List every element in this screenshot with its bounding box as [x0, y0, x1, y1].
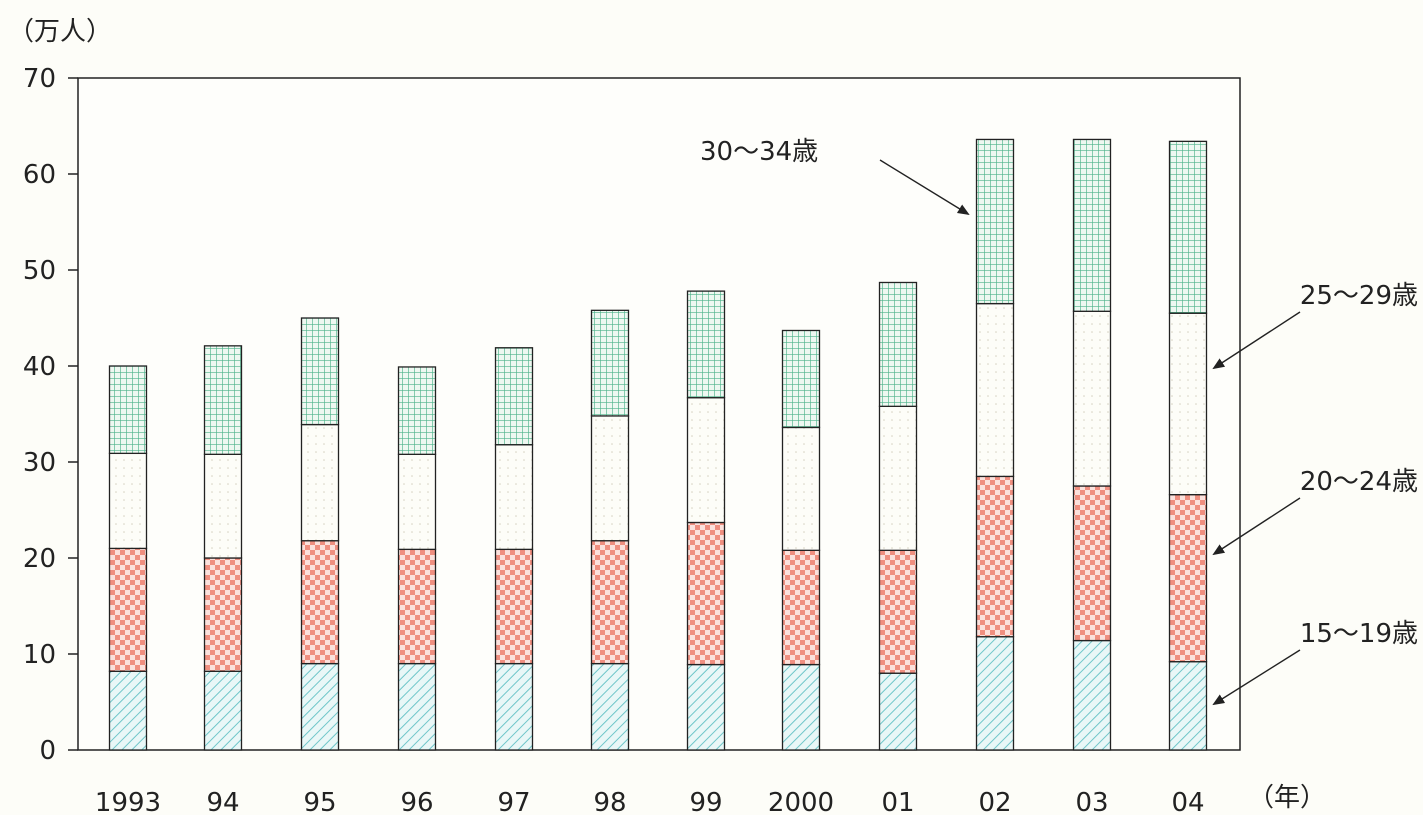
bar-segment — [878, 405, 918, 551]
bars-group — [108, 138, 1208, 751]
bar-segment — [686, 521, 726, 666]
y-tick-label: 10 — [23, 640, 56, 670]
bar-segment — [1072, 485, 1112, 642]
x-tick-label: 04 — [1171, 788, 1204, 815]
bar-segment — [494, 347, 534, 446]
y-tick-label: 70 — [23, 64, 56, 94]
bar-segment — [590, 662, 630, 751]
x-axis: 1993 94 95 96 97 98 99 2000 01 02 03 04 — [95, 788, 1205, 815]
bar-segment — [300, 662, 340, 751]
x-tick-label: 1993 — [95, 788, 161, 815]
x-tick-label: 01 — [881, 788, 914, 815]
bar-segment — [781, 426, 821, 551]
series-annotations: 30～34歳 25～29歳 20～24歳 15～19歳 — [700, 137, 1418, 706]
bar-segment — [878, 549, 918, 674]
bar-segment — [686, 397, 726, 524]
bar-segment — [397, 662, 437, 751]
bar-segment — [300, 540, 340, 665]
bar-segment — [397, 548, 437, 665]
annotation-arrow — [1212, 497, 1301, 556]
annotation-arrow — [879, 159, 970, 216]
y-tick-label: 20 — [23, 544, 56, 574]
annotation-arrow — [1212, 649, 1301, 706]
bar-segment — [975, 302, 1015, 478]
bar-segment — [108, 452, 148, 550]
bar-segment — [108, 547, 148, 672]
y-tick-label: 0 — [39, 736, 56, 766]
annotation-arrow — [1212, 311, 1301, 370]
x-tick-label: 98 — [593, 788, 626, 815]
x-axis-unit-label: （年） — [1248, 783, 1326, 813]
series-label: 20～24歳 — [1300, 467, 1418, 497]
x-tick-label: 99 — [689, 788, 722, 815]
y-tick-label: 30 — [23, 448, 56, 478]
bar-segment — [590, 415, 630, 542]
bar-segment — [1072, 639, 1112, 751]
bar-segment — [590, 309, 630, 417]
bar-segment — [300, 423, 340, 542]
bar-segment — [781, 329, 821, 429]
bar-segment — [494, 444, 534, 551]
bar-segment — [494, 548, 534, 665]
x-tick-label: 94 — [206, 788, 239, 815]
series-label: 25～29歳 — [1300, 281, 1418, 311]
bar-segment — [108, 365, 148, 455]
bar-segment — [1072, 138, 1112, 312]
bar-segment — [1168, 140, 1208, 314]
bar-segment — [975, 636, 1015, 751]
series-label: 30～34歳 — [700, 137, 818, 167]
bar-segment — [878, 281, 918, 407]
x-tick-label: 02 — [978, 788, 1011, 815]
bar-segment — [108, 670, 148, 751]
bar-segment — [397, 366, 437, 455]
x-tick-label: 95 — [303, 788, 336, 815]
x-tick-label: 96 — [400, 788, 433, 815]
x-tick-label: 03 — [1075, 788, 1108, 815]
bar-segment — [878, 672, 918, 751]
bar-segment — [203, 557, 243, 672]
bar-segment — [203, 453, 243, 559]
bar-segment — [975, 138, 1015, 305]
y-tick-label: 50 — [23, 256, 56, 286]
y-tick-label: 60 — [23, 160, 56, 190]
y-axis: 0 10 20 30 40 50 60 70 — [23, 64, 78, 766]
plot-frame — [77, 77, 1241, 751]
bar-segment — [1168, 493, 1208, 663]
bar-segment — [686, 290, 726, 399]
bar-segment — [590, 540, 630, 665]
x-tick-label: 2000 — [768, 788, 834, 815]
bar-segment — [1168, 312, 1208, 496]
x-tick-label: 97 — [497, 788, 530, 815]
bar-segment — [686, 663, 726, 751]
series-label: 15～19歳 — [1300, 619, 1418, 649]
bar-segment — [975, 475, 1015, 638]
bar-segment — [203, 670, 243, 751]
bar-segment — [1072, 310, 1112, 487]
y-axis-unit-label: （万人） — [8, 17, 112, 47]
bar-segment — [494, 662, 534, 751]
bar-segment — [1168, 661, 1208, 751]
bar-segment — [397, 453, 437, 551]
y-tick-label: 40 — [23, 352, 56, 382]
bar-segment — [300, 317, 340, 426]
bar-segment — [781, 549, 821, 666]
bar-segment — [203, 345, 243, 455]
bar-segment — [781, 663, 821, 751]
